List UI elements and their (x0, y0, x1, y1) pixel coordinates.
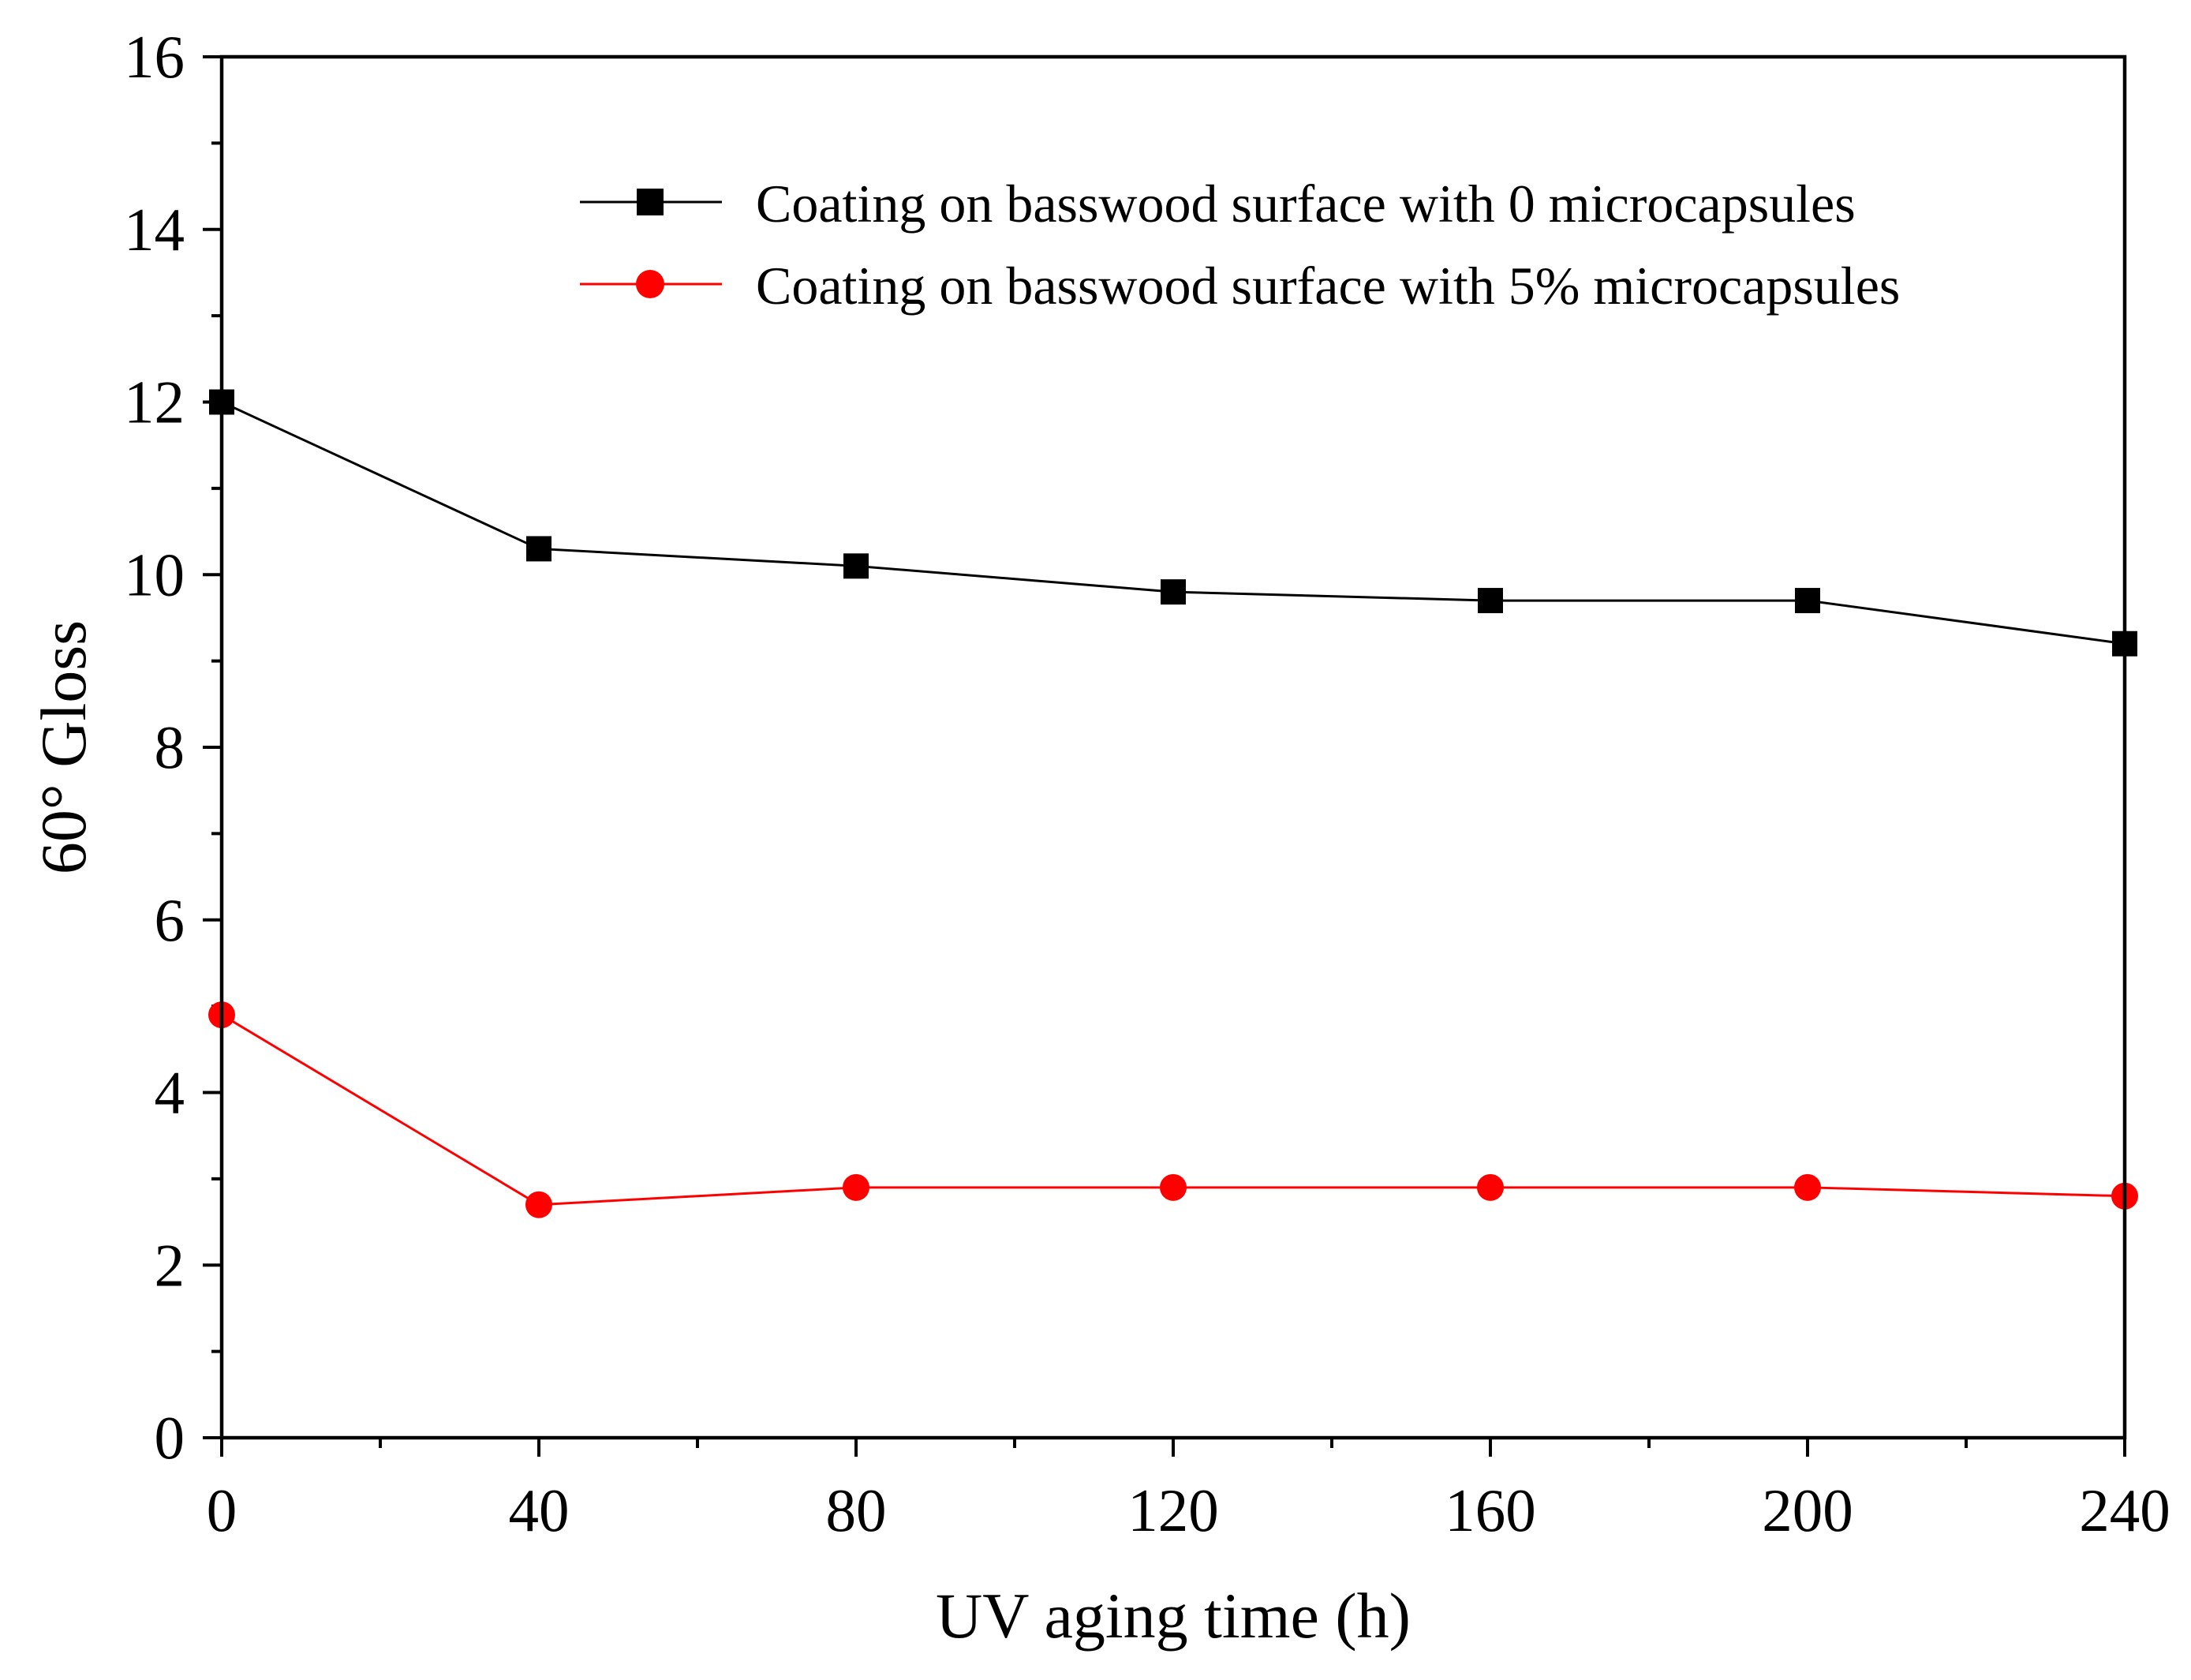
x-tick-label: 0 (207, 1476, 237, 1544)
series-1-point (1794, 1173, 1821, 1201)
y-tick-label: 6 (155, 886, 185, 954)
series-0-point (843, 553, 869, 579)
y-tick-label: 2 (155, 1231, 185, 1299)
x-tick-label: 240 (2079, 1476, 2170, 1544)
x-tick-label: 40 (509, 1476, 570, 1544)
legend-marker-series-0 (637, 189, 664, 215)
y-axis-title: 60° Gloss (28, 620, 99, 874)
series-0-point (1795, 588, 1820, 614)
y-tick-labels: 0 2 4 6 8 10 12 14 16 (124, 23, 185, 1472)
x-tick-label: 200 (1762, 1476, 1853, 1544)
series-1-point (525, 1191, 552, 1218)
series-1-point (1160, 1173, 1187, 1201)
legend-label-series-0: Coating on basswood surface with 0 micro… (756, 174, 1856, 234)
y-tick-label: 14 (124, 196, 185, 264)
x-tick-label: 80 (826, 1476, 887, 1544)
y-tick-label: 4 (155, 1059, 185, 1127)
legend: Coating on basswood surface with 0 micro… (580, 174, 1900, 316)
x-tick-label: 120 (1127, 1476, 1219, 1544)
x-tick-labels: 0 40 80 120 160 200 240 (207, 1476, 2170, 1544)
series-1-point (1477, 1173, 1504, 1201)
legend-marker-series-1 (636, 270, 664, 298)
series-0-point (1478, 588, 1503, 614)
x-tick-label: 160 (1445, 1476, 1536, 1544)
y-tick-label: 0 (155, 1404, 185, 1472)
x-axis-title: UV aging time (h) (936, 1580, 1411, 1652)
y-tick-label: 8 (155, 713, 185, 781)
legend-label-series-1: Coating on basswood surface with 5% micr… (756, 256, 1900, 316)
series-1-point (843, 1173, 869, 1201)
y-tick-label: 12 (124, 369, 185, 436)
plot-frame (219, 54, 2127, 1440)
y-tick-label: 10 (124, 541, 185, 608)
series-0-point (1161, 579, 1186, 605)
series-0-point (526, 536, 551, 562)
y-tick-label: 16 (124, 23, 185, 91)
